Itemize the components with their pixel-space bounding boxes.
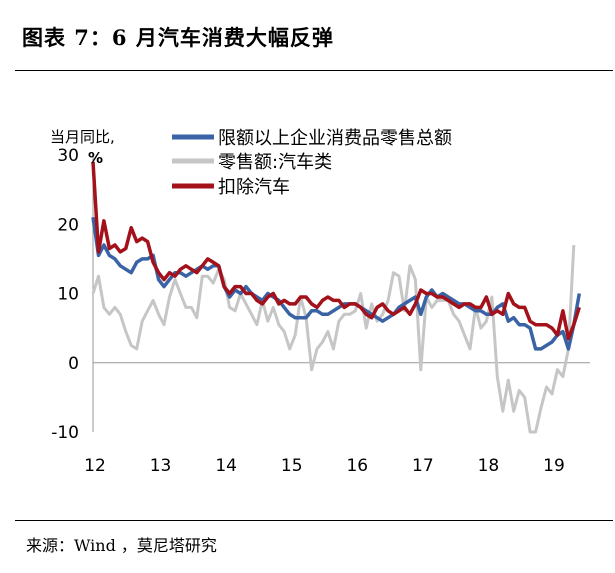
x-tick-label: 19: [543, 456, 565, 476]
y-tick-label: 10: [57, 285, 79, 305]
legend-label-total: 限额以上企业消费品零售总额: [218, 128, 452, 149]
x-tick-label: 13: [150, 456, 172, 476]
y-tick-label: 0: [68, 354, 79, 374]
series-line-auto: [91, 244, 576, 434]
x-tick-label: 16: [346, 456, 368, 476]
x-tick-label: 12: [84, 456, 106, 476]
top-rule: [15, 70, 613, 71]
x-tick-label: 15: [281, 456, 303, 476]
series-line-exauto: [91, 161, 581, 341]
y-axis-label-unit: %: [88, 149, 103, 167]
legend-label-exauto: 扣除汽车: [218, 177, 290, 198]
y-axis-label-line1: 当月同比,: [50, 128, 115, 146]
bottom-rule: [15, 520, 613, 521]
x-tick-label: 18: [478, 456, 500, 476]
x-tick-label: 17: [412, 456, 434, 476]
y-tick-label: 30: [57, 146, 79, 166]
legend-label-auto: 零售额:汽车类: [218, 152, 332, 173]
y-tick-label: 20: [57, 215, 79, 235]
figure-title: 图表 7：6 月汽车消费大幅反弹: [22, 25, 334, 50]
chart-series-lines: [91, 161, 582, 434]
x-tick-label: 14: [215, 456, 237, 476]
y-tick-label: -10: [51, 423, 79, 443]
source-note: 来源：Wind ，莫尼塔研究: [26, 536, 217, 555]
